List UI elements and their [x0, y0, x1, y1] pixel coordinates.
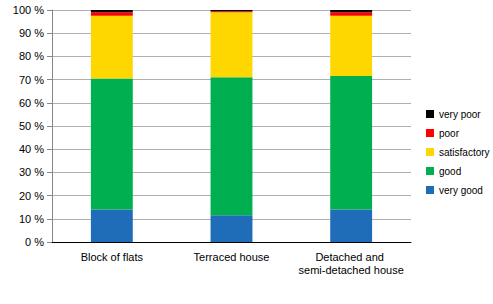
svg-text:70 %: 70 %	[19, 74, 44, 86]
svg-text:80 %: 80 %	[19, 50, 44, 62]
svg-text:30 %: 30 %	[19, 166, 44, 178]
svg-text:0 %: 0 %	[25, 236, 44, 248]
svg-text:40 %: 40 %	[19, 143, 44, 155]
svg-text:20 %: 20 %	[19, 190, 44, 202]
svg-text:good: good	[439, 166, 461, 177]
svg-text:satisfactory: satisfactory	[439, 147, 490, 158]
svg-text:60 %: 60 %	[19, 97, 44, 109]
svg-text:very poor: very poor	[439, 109, 481, 120]
svg-text:Detached and: Detached and	[315, 251, 387, 263]
svg-text:Block of flats: Block of flats	[81, 251, 144, 263]
svg-text:50 %: 50 %	[19, 120, 44, 132]
svg-text:90 %: 90 %	[19, 27, 44, 39]
svg-text:semi-detached house: semi-detached house	[299, 264, 404, 276]
svg-text:very good: very good	[439, 185, 483, 196]
svg-text:poor: poor	[439, 128, 460, 139]
svg-text:10 %: 10 %	[19, 213, 44, 225]
svg-text:Terraced house: Terraced house	[194, 251, 270, 263]
svg-text:100 %: 100 %	[13, 4, 44, 16]
